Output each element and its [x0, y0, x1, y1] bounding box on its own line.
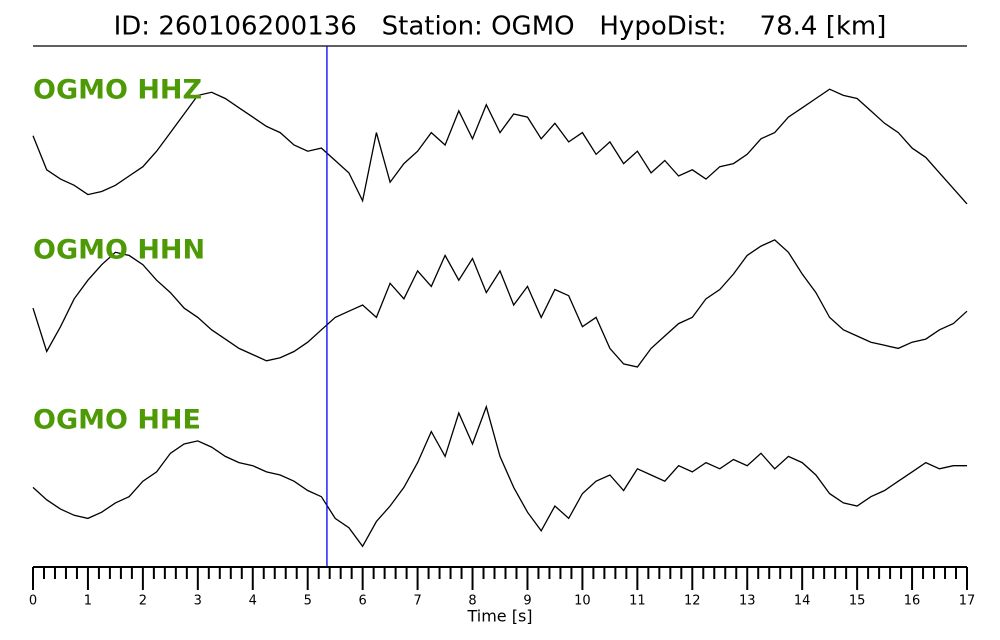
x-tick-label: 2 — [139, 594, 147, 609]
x-tick-label: 16 — [904, 594, 921, 609]
trace-label: OGMO HHE — [33, 405, 201, 436]
x-tick-label: 7 — [413, 594, 421, 609]
x-tick-label: 6 — [359, 594, 367, 609]
x-tick-label: 1 — [84, 594, 92, 609]
waveform — [32, 88, 968, 205]
x-tick-label: 11 — [629, 594, 646, 609]
x-tick-label: 13 — [739, 594, 756, 609]
x-tick-label: 0 — [29, 594, 37, 609]
x-tick-label: 12 — [684, 594, 701, 609]
x-tick-label: 14 — [794, 594, 811, 609]
x-tick-label: 15 — [849, 594, 866, 609]
x-tick-label: 3 — [194, 594, 202, 609]
chart-title: ID: 260106200136 Station: OGMO HypoDist:… — [114, 12, 887, 42]
x-tick-label: 4 — [249, 594, 257, 609]
trace-label: OGMO HHZ — [33, 75, 202, 106]
x-tick-label: 17 — [959, 594, 976, 609]
x-tick-label: 8 — [468, 594, 476, 609]
x-axis-label: Time [s] — [466, 607, 532, 626]
trace-label: OGMO HHN — [33, 235, 205, 266]
x-tick-label: 10 — [574, 594, 591, 609]
x-tick-label: 5 — [304, 594, 312, 609]
x-tick-label: 9 — [523, 594, 531, 609]
waveform — [32, 239, 968, 368]
waveform — [32, 404, 967, 548]
